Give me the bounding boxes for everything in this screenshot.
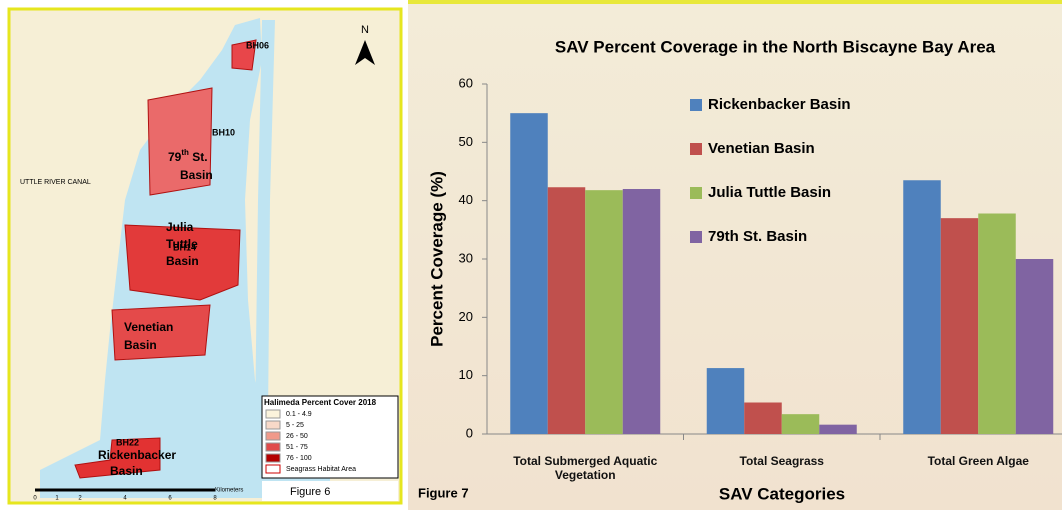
t: 79 [168, 150, 182, 164]
scale-unit: Kilometers [215, 488, 243, 494]
bar [547, 187, 586, 434]
basin-label: Basin [124, 338, 157, 352]
scale-label: 2 [78, 496, 82, 502]
map: N UTTLE RIVER CANAL BH06 BH10 BH14 BH22 … [7, 7, 403, 505]
legend-swatch [265, 442, 281, 452]
legend-swatch [690, 143, 702, 155]
patch [147, 87, 213, 196]
x-axis-label: SAV Categories [719, 484, 845, 503]
legend-label: Seagrass Habitat Area [286, 466, 356, 473]
chart-title: SAV Percent Coverage in the North Biscay… [555, 37, 996, 56]
legend-label: Venetian Basin [708, 140, 815, 157]
bar [903, 180, 941, 434]
patch [111, 304, 211, 361]
patch [124, 224, 241, 301]
north-label: N [361, 24, 369, 36]
bar [744, 402, 782, 434]
legend-title: Halimeda Percent Cover 2018 [264, 398, 377, 407]
bar [940, 218, 979, 434]
canal-label: UTTLE RIVER CANAL [20, 179, 91, 186]
station: BH06 [246, 40, 269, 50]
basin-label: Julia [166, 220, 194, 234]
legend-label: 76 - 100 [286, 455, 312, 462]
bar [622, 189, 661, 434]
scale-label: 8 [213, 496, 217, 502]
x-tick-label: Total Green Algae [927, 454, 1029, 468]
legend-label: 0.1 - 4.9 [286, 411, 312, 418]
bar [706, 368, 745, 434]
legend-swatch [690, 231, 702, 243]
map-legend: Halimeda Percent Cover 2018 0.1 - 4.9 5 -… [261, 395, 399, 479]
y-tick-label: 50 [459, 134, 473, 149]
bar [978, 213, 1016, 434]
bar [1015, 259, 1054, 434]
legend-label: 79th St. Basin [708, 228, 807, 245]
t: th [181, 148, 189, 157]
legend-label: 51 - 75 [286, 444, 308, 451]
basin-label: Rickenbacker [98, 448, 176, 462]
patch [231, 39, 257, 71]
legend-label: Rickenbacker Basin [708, 96, 851, 113]
y-tick-label: 40 [459, 192, 473, 207]
legend-swatch [265, 464, 281, 474]
basin-label: 79th St. [168, 148, 208, 164]
border [408, 0, 1062, 4]
legend-swatch [690, 99, 702, 111]
basin-label: Venetian [124, 320, 173, 334]
legend-label: Julia Tuttle Basin [708, 184, 831, 201]
basin-label: Tuttle [166, 237, 198, 251]
x-tick-label: Total Seagrass [739, 454, 824, 468]
station: BH10 [212, 127, 235, 137]
figure-box [262, 481, 398, 501]
y-tick-label: 60 [459, 75, 473, 90]
legend-swatch [265, 409, 281, 419]
figure-label: Figure 6 [290, 486, 330, 498]
bar [510, 113, 548, 435]
legend-box [261, 395, 399, 479]
legend-label: 26 - 50 [286, 433, 308, 440]
y-tick-label: 0 [466, 425, 473, 440]
north-arrow [355, 40, 375, 65]
scale-label: 6 [168, 496, 172, 502]
t: St. [189, 150, 208, 164]
basin-label: Basin [166, 254, 199, 268]
y-tick-label: 10 [459, 367, 473, 382]
y-axis-label: Percent Coverage (%) [427, 171, 446, 347]
legend-swatch [265, 453, 281, 463]
basin-label: Basin [110, 464, 143, 478]
chart: SAV Percent Coverage in the North Biscay… [408, 0, 1062, 510]
legend-label: 5 - 25 [286, 422, 304, 429]
basin-label: Basin [180, 168, 213, 182]
scale-label: 1 [55, 496, 59, 502]
station: BH22 [116, 437, 139, 447]
figure-label: Figure 7 [418, 485, 469, 500]
bar [781, 414, 820, 434]
scale-label: 0 [33, 496, 37, 502]
patch [74, 437, 161, 479]
legend-swatch [690, 187, 702, 199]
bar [819, 424, 857, 434]
station: BH14 [173, 242, 196, 252]
y-tick-label: 20 [459, 309, 473, 324]
x-tick-label: Total Submerged Aquatic Vegetation [513, 454, 658, 482]
y-tick-label: 30 [459, 250, 473, 265]
ocean-strip [255, 20, 275, 420]
scale-label: 4 [123, 496, 127, 502]
legend-swatch [265, 431, 281, 441]
legend-swatch [265, 420, 281, 430]
bar [585, 190, 623, 434]
